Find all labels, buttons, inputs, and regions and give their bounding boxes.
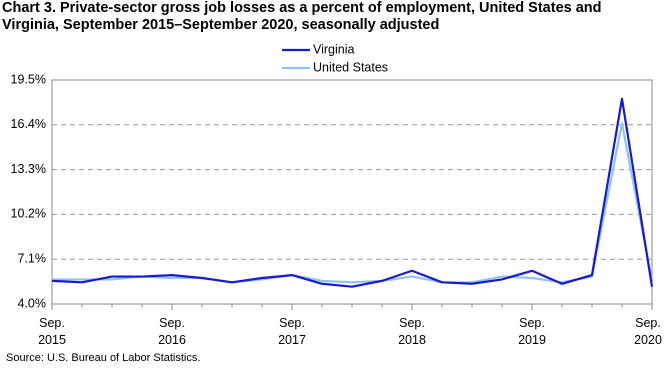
x-tick-label: Sep. 2019 xyxy=(518,316,546,347)
y-tick-label: 16.4% xyxy=(11,117,46,131)
legend-label: Virginia xyxy=(313,42,355,56)
x-tick-label: Sep. 2016 xyxy=(158,316,186,347)
y-tick-label: 10.2% xyxy=(11,207,46,221)
series-line xyxy=(51,97,654,288)
x-tick-label: Sep. 2020 xyxy=(634,316,662,347)
source-note: Source: U.S. Bureau of Labor Statistics. xyxy=(6,352,201,364)
legend-label: United States xyxy=(313,60,388,74)
y-tick-label: 13.3% xyxy=(11,162,46,176)
y-tick-label: 19.5% xyxy=(11,72,46,86)
plot-frame xyxy=(51,79,653,305)
x-tick-label: Sep. 2018 xyxy=(398,316,426,347)
x-tick-label: Sep. 2017 xyxy=(278,316,306,347)
series-line xyxy=(52,122,654,284)
y-tick-label: 7.1% xyxy=(18,251,47,265)
y-tick-label: 4.0% xyxy=(18,296,47,310)
x-tick-label: Sep. 2015 xyxy=(38,316,66,347)
chart-title: Chart 3. Private-sector gross job losses… xyxy=(2,0,602,33)
